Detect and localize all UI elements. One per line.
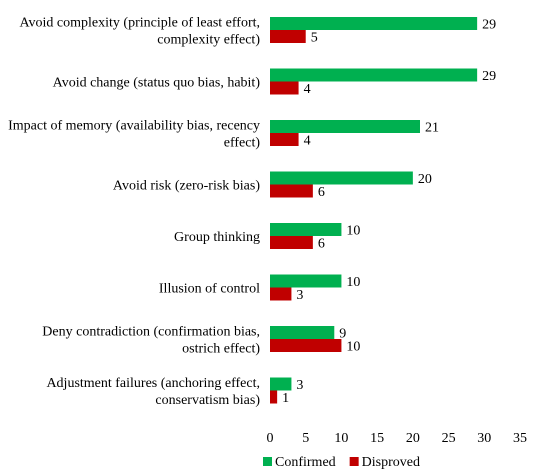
confirmed-value-label: 29 <box>482 18 496 33</box>
disproved-bar <box>270 236 313 249</box>
disproved-value-label: 4 <box>304 134 311 149</box>
category-label: Illusion of control <box>159 282 260 297</box>
confirmed-bar <box>270 171 413 185</box>
category-label: complexity effect) <box>157 33 260 48</box>
x-tick-label: 0 <box>267 431 274 446</box>
confirmed-bar <box>270 377 292 391</box>
disproved-bar <box>270 81 299 95</box>
disproved-value-label: 6 <box>318 237 325 252</box>
x-tick-label: 30 <box>477 431 491 446</box>
disproved-value-label: 4 <box>304 82 311 97</box>
x-tick-label: 20 <box>406 431 420 446</box>
confirmed-value-label: 10 <box>346 275 360 290</box>
confirmed-bar <box>270 223 342 236</box>
confirmed-value-label: 9 <box>339 327 346 342</box>
x-tick-label: 35 <box>513 431 527 446</box>
confirmed-legend-swatch <box>263 457 272 466</box>
x-tick-label: 15 <box>370 431 384 446</box>
confirmed-bar <box>270 326 335 339</box>
confirmed-bar <box>270 17 478 30</box>
disproved-legend-label: Disproved <box>362 455 420 470</box>
category-label: conservatism bias) <box>155 393 260 408</box>
disproved-bar <box>270 287 292 301</box>
disproved-value-label: 10 <box>346 340 360 355</box>
category-label: Group thinking <box>174 230 260 245</box>
category-label: effect) <box>224 136 261 151</box>
category-label: Adjustment failures (anchoring effect, <box>46 376 260 391</box>
disproved-bar <box>270 133 299 146</box>
category-label: Avoid risk (zero-risk bias) <box>113 179 260 194</box>
disproved-bar <box>270 390 278 404</box>
disproved-bar <box>270 184 313 198</box>
category-label: ostrich effect) <box>182 342 260 357</box>
disproved-legend-swatch <box>349 457 359 466</box>
confirmed-value-label: 20 <box>418 172 432 187</box>
confirmed-bar <box>270 68 478 82</box>
confirmed-value-label: 10 <box>346 224 360 239</box>
category-label: Impact of memory (availability bias, rec… <box>8 119 260 134</box>
confirmed-bar <box>270 274 342 288</box>
x-tick-label: 25 <box>442 431 456 446</box>
disproved-value-label: 5 <box>311 31 318 46</box>
x-tick-label: 5 <box>302 431 309 446</box>
disproved-value-label: 1 <box>282 391 289 406</box>
disproved-value-label: 3 <box>296 288 303 303</box>
confirmed-value-label: 29 <box>482 69 496 84</box>
confirmed-value-label: 3 <box>296 378 303 393</box>
disproved-bar <box>270 339 342 352</box>
x-tick-label: 10 <box>334 431 348 446</box>
disproved-bar <box>270 30 306 43</box>
confirmed-value-label: 21 <box>425 121 439 136</box>
category-label: Deny contradiction (confirmation bias, <box>42 325 260 340</box>
confirmed-bar <box>270 120 420 133</box>
disproved-value-label: 6 <box>318 185 325 200</box>
category-label: Avoid complexity (principle of least eff… <box>19 16 260 31</box>
confirmed-legend-label: Confirmed <box>275 455 336 470</box>
category-label: Avoid change (status quo bias, habit) <box>53 76 261 91</box>
